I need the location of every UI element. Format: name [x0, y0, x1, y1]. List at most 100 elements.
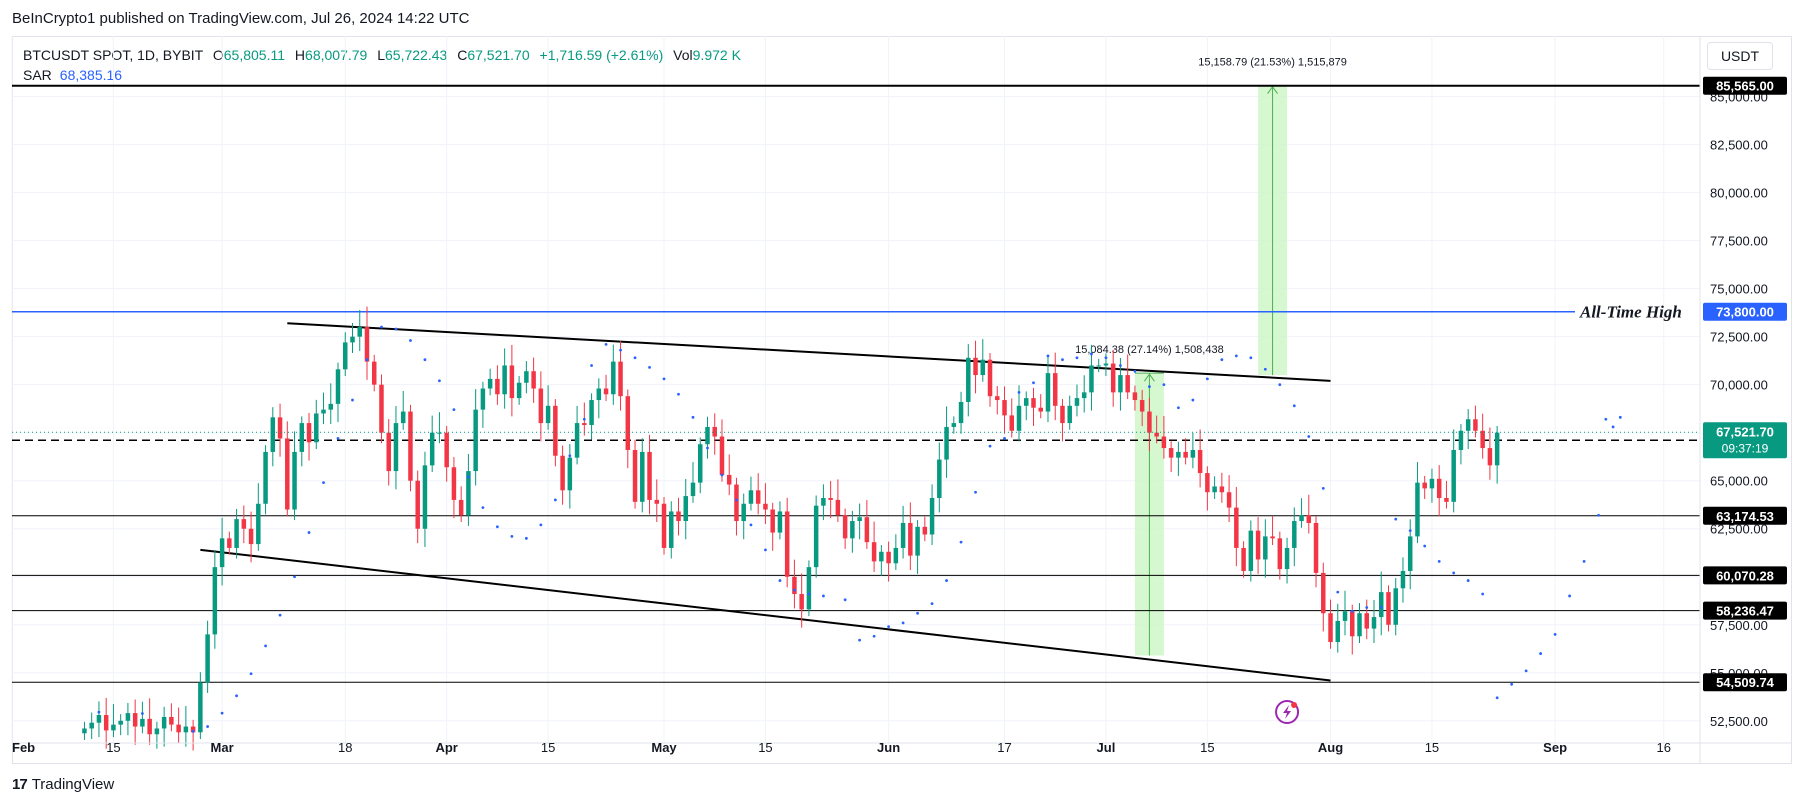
candle-body — [1067, 405, 1072, 424]
candle-body — [1321, 572, 1326, 614]
candle-body — [328, 403, 334, 410]
tradingview-logo-icon[interactable]: 17 — [12, 776, 28, 793]
y-tick-label: 82,500.00 — [1710, 138, 1768, 153]
x-tick-label: 15 — [1200, 740, 1214, 755]
sar-dot — [930, 602, 934, 606]
y-tick-label: 75,000.00 — [1710, 282, 1768, 297]
level-badge-2 — [1703, 302, 1787, 321]
level-badge-7 — [1703, 673, 1787, 692]
candle-body — [850, 521, 855, 539]
y-tick-label: 77,500.00 — [1710, 234, 1768, 249]
footer-brand[interactable]: TradingView — [31, 776, 115, 793]
candle-body — [415, 480, 420, 529]
x-tick-label: Aug — [1318, 740, 1343, 755]
sar-dot — [206, 725, 210, 728]
candle-body — [567, 457, 573, 491]
candle-body — [502, 365, 507, 395]
candle-body — [190, 726, 196, 733]
sar-dot — [1133, 369, 1137, 373]
x-tick-label: 15 — [758, 740, 772, 755]
sar-label[interactable]: SAR — [23, 67, 52, 83]
sar-dot — [380, 325, 383, 329]
candle-body — [205, 634, 210, 683]
candle-body — [364, 327, 370, 362]
currency-button[interactable]: USDT — [1707, 42, 1773, 70]
sar-dot — [264, 644, 267, 648]
candle-body — [183, 726, 189, 733]
candle-body — [1299, 515, 1304, 522]
x-tick-label: Sep — [1543, 740, 1567, 755]
sar-dot — [1568, 594, 1571, 598]
sar-dot — [293, 575, 296, 579]
candle-body — [444, 432, 449, 468]
x-tick-label: Mar — [211, 740, 234, 755]
candle-body — [147, 718, 152, 735]
sar-dot — [1090, 352, 1093, 356]
candle-body — [1103, 363, 1109, 366]
sar-dot — [901, 621, 905, 625]
candle-body — [161, 716, 167, 729]
candle-body — [828, 497, 833, 500]
candle-body — [951, 423, 957, 427]
price-badge-countdown: 09:37:19 — [1722, 441, 1769, 455]
candle-body — [1284, 547, 1290, 570]
sar-dot — [1437, 559, 1441, 563]
candle-body — [538, 388, 544, 424]
sar-dot — [1423, 544, 1427, 548]
candle-body — [1118, 375, 1123, 393]
x-tick-label: 15 — [106, 740, 120, 755]
level-badge-label-7: 54,509.74 — [1716, 675, 1775, 690]
candle-body — [1154, 432, 1159, 437]
x-tick-label: 15 — [541, 740, 555, 755]
candle-body — [1451, 449, 1456, 502]
candle-body — [248, 528, 254, 545]
candle-body — [132, 713, 138, 727]
candle-body — [908, 522, 913, 556]
sar-dot — [423, 358, 427, 362]
candle-body — [1226, 492, 1232, 508]
candle-body — [1277, 538, 1283, 570]
price-badge — [1703, 422, 1787, 459]
candle-body — [1002, 400, 1007, 416]
candle-body — [1415, 482, 1420, 537]
candle-body — [451, 467, 457, 500]
event-notification-dot — [1291, 702, 1298, 708]
high-label: H — [294, 47, 306, 63]
candle-body — [1313, 522, 1319, 573]
candle-body — [929, 497, 935, 535]
sar-dot — [662, 377, 666, 381]
price-badge-label: 67,521.70 — [1716, 424, 1774, 439]
candle-body — [553, 405, 558, 456]
candle-body — [1378, 592, 1384, 618]
sar-dot — [1191, 398, 1195, 402]
candle-body — [748, 490, 754, 504]
sar-dot — [351, 398, 354, 402]
candle-body — [169, 716, 174, 725]
candle-body — [741, 503, 746, 522]
candle-body — [335, 369, 341, 404]
candle-body — [118, 720, 123, 725]
candle-body — [1371, 617, 1377, 629]
sar-dot — [1003, 437, 1006, 440]
sar-dot — [843, 598, 847, 602]
candle-body — [944, 426, 949, 460]
price-chart[interactable]: 15,084.38 (27.14%) 1,508,438 15,158.79 (2… — [0, 0, 1805, 770]
candle-body — [480, 388, 486, 410]
candle-body — [683, 496, 688, 522]
candle-body — [770, 509, 775, 533]
vol-label: Vol — [673, 47, 693, 63]
sar-dot — [1162, 383, 1166, 387]
candle-body — [386, 432, 391, 472]
candle-body — [234, 519, 239, 548]
candle-body — [726, 474, 732, 485]
x-tick-label: Feb — [12, 740, 35, 755]
candle-body — [1009, 415, 1015, 431]
candle-body — [958, 401, 964, 424]
sar-dot — [1061, 358, 1064, 362]
candle-body — [755, 490, 761, 504]
chart-legend: BTCUSDT SPOT, 1D, BYBIT O65,805.11 H68,0… — [23, 45, 741, 85]
candle-body — [879, 551, 884, 562]
candle-body — [596, 388, 602, 401]
level-badge-6 — [1703, 601, 1787, 620]
sar-dot — [974, 490, 977, 494]
